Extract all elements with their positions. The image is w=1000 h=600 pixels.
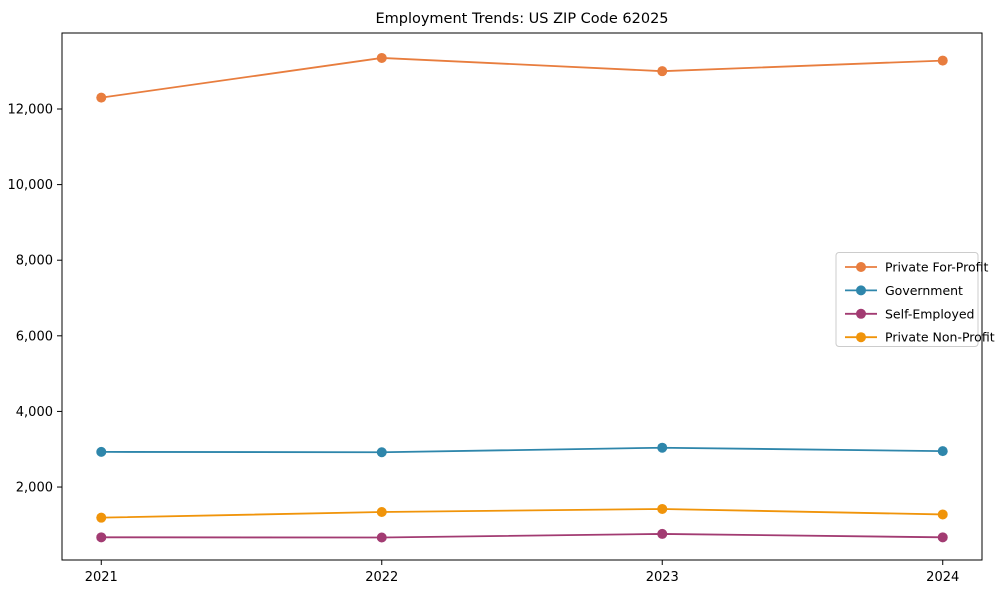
data-point-self-employed	[376, 532, 387, 543]
legend-marker-private-non-profit	[856, 332, 866, 343]
legend-marker-self-employed	[856, 308, 866, 319]
legend-box	[835, 252, 979, 347]
legend-label-private-non-profit: Private Non-Profit	[885, 330, 995, 345]
series-line-private-for-profit	[101, 57, 943, 99]
data-point-private-non-profit	[657, 503, 668, 514]
data-point-government	[96, 446, 107, 457]
y-tick-label: 4,000	[16, 405, 53, 420]
legend-label-self-employed: Self-Employed	[885, 306, 974, 321]
axes-spines	[61, 32, 983, 561]
data-point-self-employed	[657, 528, 668, 539]
chart-title: Employment Trends: US ZIP Code 62025	[375, 11, 668, 27]
plot-area: 2,000 4,000 6,000 8,000 10,000 12,000 2021 2022…	[8, 32, 983, 585]
legend-marker-private-for-profit	[856, 262, 866, 272]
legend: Private For-Profit Government Self-Employe…	[835, 252, 995, 347]
data-point-private-for-profit	[376, 52, 387, 63]
data-point-private-non-profit	[937, 509, 948, 520]
data-point-private-for-profit	[657, 66, 668, 77]
legend-marker-government	[856, 285, 866, 296]
y-tick-label: 2,000	[16, 481, 53, 496]
x-tick-label: 2021	[85, 570, 118, 585]
data-point-government	[937, 446, 948, 457]
x-tick-label: 2024	[926, 570, 959, 585]
series-line-private-non-profit	[101, 508, 943, 519]
y-tick-label: 10,000	[8, 178, 54, 193]
y-tick-label: 8,000	[16, 254, 53, 269]
y-tick-label: 6,000	[16, 329, 53, 344]
x-tick-label: 2023	[646, 570, 679, 585]
series-line-government	[101, 446, 943, 454]
y-tick-label: 12,000	[8, 102, 54, 117]
legend-label-government: Government	[885, 283, 963, 298]
data-point-private-for-profit	[937, 55, 948, 66]
data-point-private-for-profit	[96, 92, 107, 103]
series-line-self-employed	[101, 533, 943, 539]
data-point-government	[376, 447, 387, 458]
data-point-self-employed	[96, 532, 107, 543]
x-tick-label: 2022	[365, 570, 398, 585]
data-point-government	[657, 442, 668, 453]
data-point-private-non-profit	[376, 506, 387, 517]
data-point-private-non-profit	[96, 512, 107, 523]
legend-label-private-for-profit: Private For-Profit	[885, 260, 988, 275]
data-point-self-employed	[937, 532, 948, 543]
